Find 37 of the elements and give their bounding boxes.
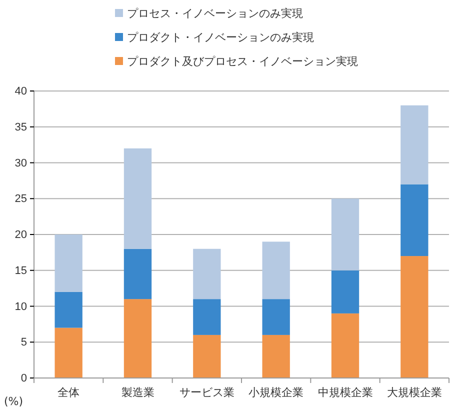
x-tick-label: 大規模企業 (386, 386, 442, 399)
bar (54, 328, 82, 378)
bar (400, 184, 428, 256)
bar (54, 292, 82, 328)
y-tick-label: 0 (20, 372, 27, 385)
bar (124, 299, 152, 378)
y-tick-label: 10 (14, 300, 27, 313)
x-tick-label: サービス業 (179, 386, 234, 399)
y-tick-label: 5 (20, 336, 27, 349)
x-tick-label: 中規模企業 (318, 386, 373, 399)
x-tick-label: 小規模企業 (248, 386, 304, 399)
y-tick-label: 35 (14, 121, 27, 134)
legend-label: プロダクト及びプロセス・イノベーション実現 (127, 55, 358, 68)
legend-label: プロダクト・イノベーションのみ実現 (127, 31, 314, 44)
bar (193, 299, 221, 335)
y-tick-label: 30 (14, 157, 27, 170)
bar (124, 248, 152, 300)
x-tick-label: 全体 (58, 386, 80, 399)
x-tick-label: 製造業 (121, 386, 154, 399)
bar (331, 270, 360, 314)
bar (331, 313, 360, 378)
y-tick-label: 25 (14, 193, 27, 206)
bar (400, 256, 428, 378)
bar (400, 105, 428, 184)
y-tick-label: 40 (14, 86, 27, 98)
bar (193, 248, 221, 300)
bar (331, 198, 360, 270)
y-tick-label: 15 (14, 264, 27, 277)
legend-label: プロセス・イノベーションのみ実現 (127, 7, 303, 20)
bar (262, 334, 290, 378)
bar (193, 334, 221, 378)
y-tick-label: 20 (14, 229, 27, 242)
y-axis-title: (%) (4, 395, 24, 408)
bar (262, 299, 290, 335)
bar (262, 242, 290, 300)
bar (124, 148, 152, 249)
bar (54, 234, 82, 292)
